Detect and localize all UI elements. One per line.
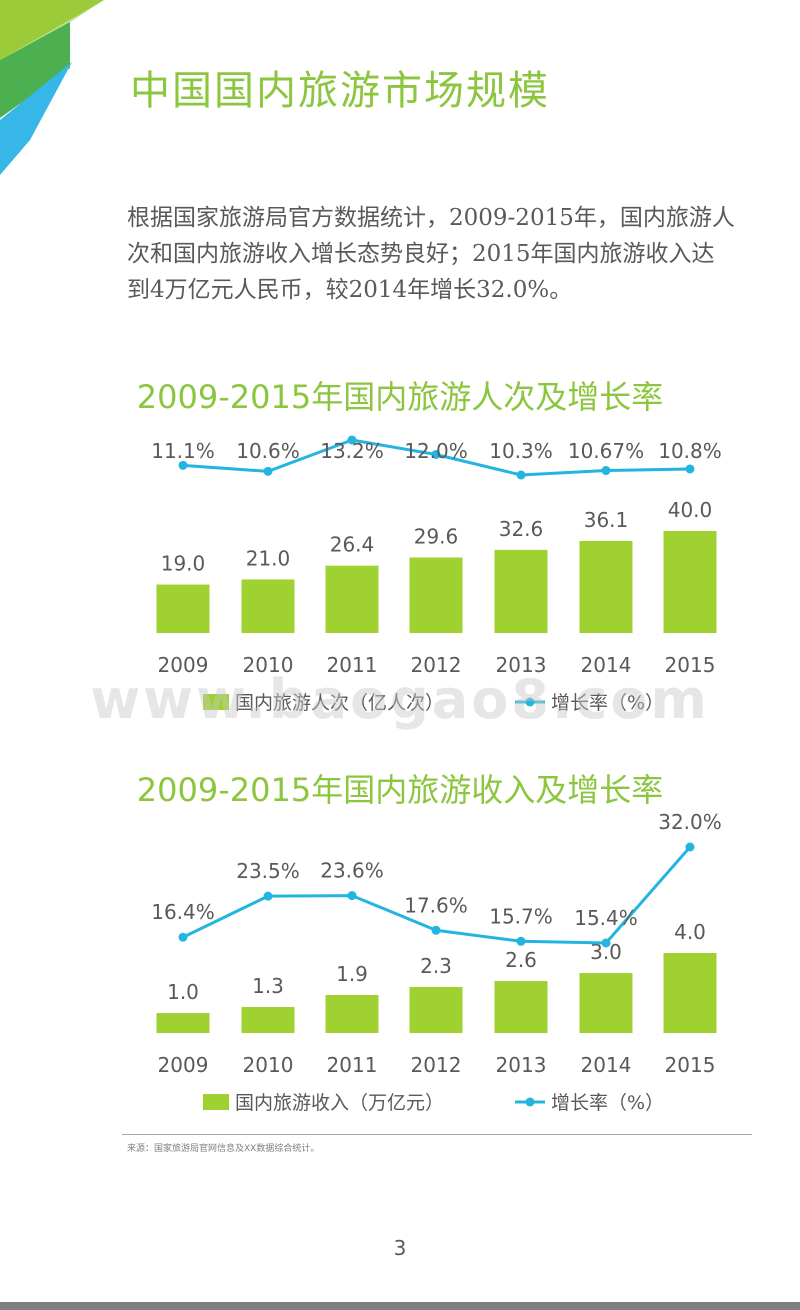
bar (156, 1013, 210, 1033)
x-tick-label: 2010 (243, 1053, 294, 1077)
bar-value-label: 1.9 (336, 962, 368, 986)
bar (494, 981, 548, 1033)
bar (325, 995, 379, 1033)
growth-point (431, 925, 441, 935)
chart2-title: 2009-2015年国内旅游收入及增长率 (136, 771, 664, 809)
bar (156, 584, 210, 633)
x-tick-label: 2009 (158, 1053, 209, 1077)
legend-swatch-bar (203, 694, 229, 710)
page-title: 中国国内旅游市场规模 (130, 68, 550, 114)
bar-value-label: 32.6 (499, 517, 544, 541)
growth-rate-label: 10.3% (489, 439, 553, 463)
legend-swatch-bar (203, 1094, 229, 1110)
bar-value-label: 36.1 (584, 508, 629, 532)
growth-point (263, 891, 273, 901)
growth-rate-label: 10.6% (236, 439, 300, 463)
bar (579, 973, 633, 1033)
bar-value-label: 4.0 (674, 920, 706, 944)
growth-point (178, 460, 188, 470)
growth-point (347, 435, 357, 445)
growth-point (601, 938, 611, 948)
bar-value-label: 1.0 (167, 980, 199, 1004)
bar (663, 953, 717, 1033)
growth-point (601, 466, 611, 476)
growth-rate-label: 11.1% (151, 439, 215, 463)
growth-point (347, 891, 357, 901)
x-tick-label: 2011 (327, 1053, 378, 1077)
growth-point (263, 466, 273, 476)
growth-rate-label: 12.0% (404, 439, 468, 463)
x-tick-label: 2012 (411, 653, 462, 677)
bar (579, 540, 633, 633)
chart-revenue: 1.020091.320101.920112.320122.620133.020… (151, 810, 722, 1114)
legend-label-line: 增长率（%） (551, 1092, 664, 1114)
bar (241, 1007, 295, 1033)
growth-point (431, 449, 441, 459)
growth-point (516, 936, 526, 946)
bar-value-label: 29.6 (414, 525, 459, 549)
bar (241, 579, 295, 633)
bar (409, 987, 463, 1033)
bar (325, 565, 379, 633)
bar-value-label: 26.4 (330, 533, 375, 557)
bar-value-label: 40.0 (668, 498, 713, 522)
source-note: 来源：国家旅游局官网信息及XX数据综合统计。 (127, 1144, 320, 1154)
bar-value-label: 2.3 (420, 954, 452, 978)
growth-rate-label: 23.5% (236, 859, 300, 883)
growth-rate-label: 23.6% (320, 859, 384, 883)
growth-point (516, 470, 526, 480)
bar (409, 557, 463, 633)
bar (494, 549, 548, 633)
bottom-bar (0, 1302, 800, 1310)
x-tick-label: 2009 (158, 653, 209, 677)
chart-visitors: 19.0 2009 21.0 2010 26.4 2011 29.6 2012 32.6 2013… (151, 435, 722, 714)
growth-rate-label: 15.7% (489, 904, 553, 928)
growth-point (685, 464, 695, 474)
growth-rate-label: 17.6% (404, 893, 468, 917)
bar-value-label: 21.0 (246, 546, 291, 570)
chart1-title: 2009-2015年国内旅游人次及增长率 (136, 378, 664, 416)
x-tick-label: 2013 (496, 653, 547, 677)
corner-decoration (0, 0, 104, 175)
bar-value-label: 2.6 (505, 948, 537, 972)
x-tick-label: 2011 (327, 653, 378, 677)
legend-label-bar: 国内旅游收入（万亿元） (235, 1092, 444, 1114)
x-tick-label: 2013 (496, 1053, 547, 1077)
growth-rate-label: 32.0% (658, 810, 722, 834)
x-tick-label: 2015 (665, 1053, 716, 1077)
growth-rate-label: 10.8% (658, 439, 722, 463)
bar-value-label: 1.3 (252, 974, 284, 998)
page-number: 3 (393, 1236, 407, 1260)
legend-swatch-point (525, 697, 535, 707)
watermark: www.baogao8.com (90, 668, 710, 731)
legend-label-line: 增长率（%） (551, 692, 664, 714)
x-tick-label: 2012 (411, 1053, 462, 1077)
x-tick-label: 2014 (581, 1053, 632, 1077)
bar-value-label: 19.0 (161, 552, 206, 576)
legend-label-bar: 国内旅游人次（亿人次） (235, 692, 444, 714)
x-tick-label: 2015 (665, 653, 716, 677)
intro-paragraph: 根据国家旅游局官方数据统计，2009-2015年，国内旅游人次和国内旅游收入增长… (127, 205, 735, 303)
growth-point (685, 842, 695, 852)
source-divider (122, 1134, 752, 1135)
growth-point (178, 932, 188, 942)
legend-swatch-point (525, 1097, 535, 1107)
growth-rate-label: 16.4% (151, 900, 215, 924)
growth-rate-label: 10.67% (568, 439, 644, 463)
bar (663, 531, 717, 633)
growth-rate-label: 15.4% (574, 906, 638, 930)
x-tick-label: 2010 (243, 653, 294, 677)
growth-rate-label: 13.2% (320, 439, 384, 463)
x-tick-label: 2014 (581, 653, 632, 677)
